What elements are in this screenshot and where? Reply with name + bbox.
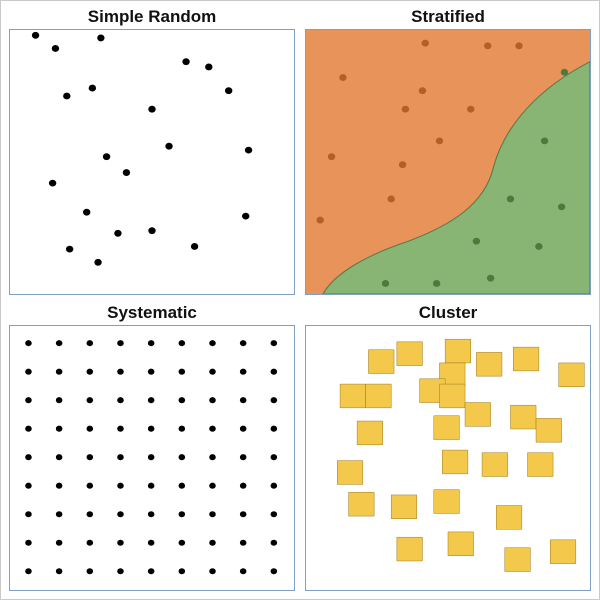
sampling-methods-grid: Simple Random Stratified Systematic Clus…: [0, 0, 600, 600]
panel-box-simple-random: [9, 29, 295, 295]
panel-title-stratified: Stratified: [305, 7, 591, 27]
panel-systematic: Systematic: [9, 303, 295, 591]
panel-box-systematic: [9, 325, 295, 591]
panel-title-systematic: Systematic: [9, 303, 295, 323]
panel-stratified: Stratified: [305, 7, 591, 295]
panel-title-simple-random: Simple Random: [9, 7, 295, 27]
panel-cluster: Cluster: [305, 303, 591, 591]
panel-title-cluster: Cluster: [305, 303, 591, 323]
panel-simple-random: Simple Random: [9, 7, 295, 295]
panel-box-cluster: [305, 325, 591, 591]
panel-box-stratified: [305, 29, 591, 295]
